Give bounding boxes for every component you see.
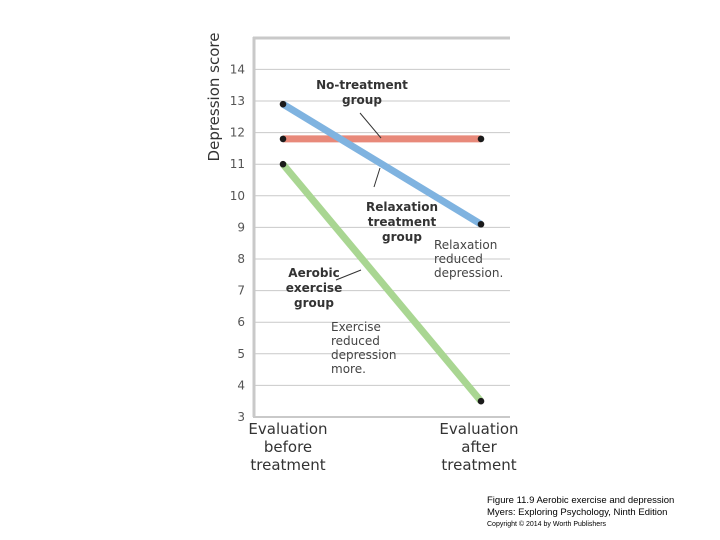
annotations: Relaxation reduced depression.Exercise redu…	[331, 238, 503, 376]
series-label-line: No-treatment	[316, 78, 408, 92]
series-lines	[279, 100, 485, 405]
series-label-relaxation-treatment-group: Relaxation treatment group	[366, 200, 438, 244]
series-line-relaxation-treatment-group	[281, 101, 483, 228]
x-tick-line: Evaluation	[248, 420, 327, 438]
leader-lines	[335, 112, 382, 281]
caption-copyright: Copyright © 2014 by Worth Publishers	[487, 521, 607, 528]
y-tick-label-6: 6	[237, 315, 245, 329]
data-point-relaxation-treatment-group-after	[477, 220, 485, 228]
x-tick-label-evaluation-before-treatment: Evaluation before treatment	[248, 420, 327, 474]
caption-book-title: Myers: Exploring Psychology, Ninth Editi…	[487, 507, 668, 518]
annotation-line: depression.	[434, 266, 503, 280]
data-point-aerobic-exercise-group-before	[279, 160, 287, 168]
y-tick-label-8: 8	[237, 252, 245, 266]
y-tick-label-13: 13	[230, 94, 245, 108]
y-tick-label-7: 7	[237, 284, 245, 298]
y-tick-label-9: 9	[237, 220, 245, 234]
y-axis-ticks: 3 4 5 6 7 8 9 10 11 12 13 14	[230, 62, 245, 424]
x-tick-line: after	[461, 438, 497, 456]
leader-no-treatment	[359, 112, 382, 139]
y-tick-label-5: 5	[237, 347, 245, 361]
series-label-line: treatment	[368, 215, 437, 229]
x-tick-line: Evaluation	[439, 420, 518, 438]
x-tick-line: before	[264, 438, 312, 456]
x-tick-line: treatment	[250, 456, 325, 474]
data-point-no-treatment-group-after	[477, 135, 485, 143]
annotation-line: depression	[331, 348, 396, 362]
figure-caption: Figure 11.9 Aerobic exercise and depress…	[487, 495, 717, 530]
annotation-relaxation: Relaxation reduced depression.	[434, 238, 503, 280]
annotation-line: Relaxation	[434, 238, 497, 252]
series-label-line: Relaxation	[366, 200, 438, 214]
y-axis-title: Depression score	[205, 33, 223, 162]
data-point-aerobic-exercise-group-after	[477, 397, 485, 405]
series-label-aerobic-exercise-group: Aerobic exercise group	[286, 266, 342, 310]
y-tick-label-12: 12	[230, 126, 245, 140]
y-tick-label-10: 10	[230, 189, 245, 203]
series-label-line: group	[342, 93, 382, 107]
y-tick-label-4: 4	[237, 378, 245, 392]
y-tick-label-3: 3	[237, 410, 245, 424]
annotation-line: reduced	[331, 334, 380, 348]
series-label-line: group	[294, 296, 334, 310]
data-point-relaxation-treatment-group-before	[279, 100, 287, 108]
x-tick-label-evaluation-after-treatment: Evaluation after treatment	[439, 420, 518, 474]
leader-aerobic	[335, 269, 362, 281]
series-label-line: group	[382, 230, 422, 244]
y-tick-label-14: 14	[230, 62, 245, 76]
series-label-no-treatment-group: No-treatment group	[316, 78, 408, 107]
annotation-line: reduced	[434, 252, 483, 266]
data-point-no-treatment-group-before	[279, 135, 287, 143]
annotation-exercise: Exercise reduced depression more.	[331, 320, 396, 376]
annotation-line: Exercise	[331, 320, 381, 334]
caption-figure-title: Figure 11.9 Aerobic exercise and depress…	[487, 495, 675, 506]
series-label-line: exercise	[286, 281, 342, 295]
x-tick-line: treatment	[441, 456, 516, 474]
series-label-line: Aerobic	[288, 266, 339, 280]
annotation-line: more.	[331, 362, 366, 376]
y-tick-label-11: 11	[230, 157, 245, 171]
leader-relaxation	[373, 167, 381, 188]
series-line-aerobic-exercise-group	[280, 161, 484, 404]
